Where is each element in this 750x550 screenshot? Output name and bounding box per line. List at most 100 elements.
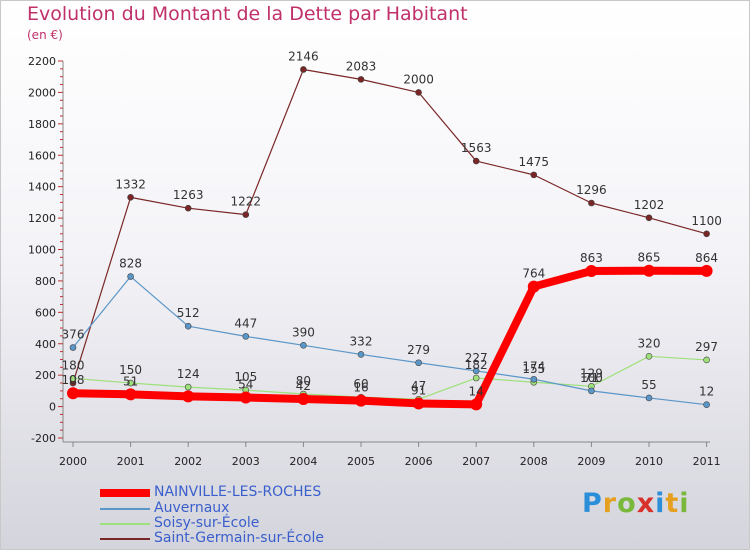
data-point-0 bbox=[527, 280, 540, 293]
y-tick-label: 1800 bbox=[28, 118, 56, 131]
x-tick-label: 2000 bbox=[59, 455, 87, 468]
y-tick-label: 1400 bbox=[28, 181, 56, 194]
x-tick-label: 2006 bbox=[405, 455, 433, 468]
data-label: 1475 bbox=[519, 155, 550, 169]
y-tick-label: 200 bbox=[35, 369, 56, 382]
data-point-1 bbox=[127, 273, 134, 280]
data-label: 55 bbox=[641, 378, 656, 392]
data-label: 174 bbox=[522, 359, 545, 373]
data-label-overlap: 42 bbox=[296, 379, 311, 393]
data-point-2 bbox=[645, 353, 653, 360]
data-label: 390 bbox=[292, 325, 315, 339]
y-tick-label: 400 bbox=[35, 338, 56, 351]
legend-label-nainville: NAINVILLE-LES-ROCHES bbox=[154, 484, 322, 500]
data-label: 865 bbox=[638, 251, 661, 265]
data-label-overlap: 54 bbox=[238, 377, 253, 391]
data-point-0 bbox=[239, 391, 252, 404]
data-label: 12 bbox=[699, 385, 714, 399]
proxiti-logo: Proxiti bbox=[582, 488, 690, 519]
data-label: 60 bbox=[353, 377, 368, 391]
x-tick-label: 2001 bbox=[117, 455, 145, 468]
y-tick-label: 800 bbox=[35, 275, 56, 288]
data-point-0 bbox=[585, 265, 598, 278]
data-label: 182 bbox=[465, 358, 488, 372]
data-label: 2000 bbox=[403, 72, 434, 86]
data-label: 105 bbox=[234, 370, 257, 384]
data-point-0 bbox=[182, 390, 195, 403]
data-point-2 bbox=[703, 356, 710, 364]
x-tick-label: 2003 bbox=[232, 455, 260, 468]
data-label-overlap: 91 bbox=[411, 383, 426, 397]
data-point-1 bbox=[415, 359, 422, 367]
data-label: 1100 bbox=[691, 214, 722, 228]
data-point-2 bbox=[69, 375, 77, 382]
data-label: 47 bbox=[411, 379, 426, 393]
data-point-1 bbox=[357, 351, 365, 358]
data-label: 1563 bbox=[461, 141, 492, 155]
series-line-0 bbox=[69, 266, 711, 409]
data-label: 863 bbox=[580, 251, 603, 265]
data-label: 332 bbox=[350, 334, 373, 348]
data-label: 864 bbox=[695, 251, 718, 265]
data-point-3 bbox=[530, 171, 538, 179]
data-point-3 bbox=[588, 199, 595, 207]
legend-swatch-saint-germain bbox=[100, 538, 150, 540]
data-label: 1222 bbox=[231, 195, 262, 209]
data-point-3 bbox=[703, 230, 710, 238]
data-point-3 bbox=[472, 157, 480, 165]
data-label-overlap: 71 bbox=[584, 371, 599, 385]
data-point-0 bbox=[470, 398, 483, 411]
y-tick-label: 1200 bbox=[28, 212, 56, 225]
series-line-3 bbox=[72, 68, 708, 384]
data-point-3 bbox=[357, 76, 365, 83]
data-point-3 bbox=[184, 204, 192, 212]
data-label: 2083 bbox=[346, 59, 377, 73]
data-label: 1202 bbox=[634, 198, 665, 212]
y-tick-label: 600 bbox=[35, 306, 56, 319]
data-label: 447 bbox=[234, 316, 257, 330]
data-point-3 bbox=[645, 214, 653, 222]
legend-swatch-nainville bbox=[100, 489, 150, 497]
chart-subtitle: (en €) bbox=[27, 28, 63, 42]
data-point-0 bbox=[67, 387, 79, 400]
data-point-2 bbox=[472, 374, 480, 382]
data-label: 297 bbox=[695, 340, 718, 354]
y-tick-label: 2200 bbox=[28, 55, 56, 68]
data-point-1 bbox=[530, 375, 538, 383]
data-point-0 bbox=[700, 264, 713, 277]
y-tick-label: 0 bbox=[49, 401, 56, 414]
y-tick-label: 1000 bbox=[28, 244, 56, 257]
data-label: 155 bbox=[522, 362, 545, 376]
series-line-1 bbox=[72, 275, 708, 406]
data-label: 150 bbox=[119, 363, 142, 377]
data-label-overlap: 51 bbox=[123, 374, 138, 388]
data-point-3 bbox=[300, 66, 307, 73]
legend-swatch-soisy bbox=[100, 523, 150, 525]
y-tick-label: 1600 bbox=[28, 149, 56, 162]
data-point-3 bbox=[127, 194, 134, 201]
x-tick-label: 2007 bbox=[462, 455, 490, 468]
data-label: 180 bbox=[62, 358, 85, 372]
data-point-1 bbox=[69, 344, 77, 351]
x-tick-label: 2002 bbox=[174, 455, 202, 468]
data-label: 1332 bbox=[115, 177, 146, 191]
data-label: 279 bbox=[407, 343, 430, 357]
data-label-overlap: 16 bbox=[353, 381, 368, 395]
data-point-0 bbox=[124, 388, 137, 401]
legend-label-auvernaux: Auvernaux bbox=[154, 500, 230, 516]
data-point-0 bbox=[643, 264, 655, 277]
data-point-3 bbox=[242, 211, 250, 218]
data-label: 14 bbox=[469, 384, 484, 398]
data-label: 320 bbox=[638, 336, 661, 350]
data-point-1 bbox=[242, 333, 250, 340]
data-point-1 bbox=[588, 387, 595, 395]
data-point-2 bbox=[184, 383, 192, 391]
x-tick-label: 2009 bbox=[577, 455, 605, 468]
x-tick-label: 2005 bbox=[347, 455, 375, 468]
data-label: 100 bbox=[580, 371, 603, 385]
data-point-0 bbox=[355, 394, 367, 407]
data-label: 1263 bbox=[173, 188, 204, 202]
legend-label-saint-germain: Saint-Germain-sur-École bbox=[154, 530, 324, 546]
